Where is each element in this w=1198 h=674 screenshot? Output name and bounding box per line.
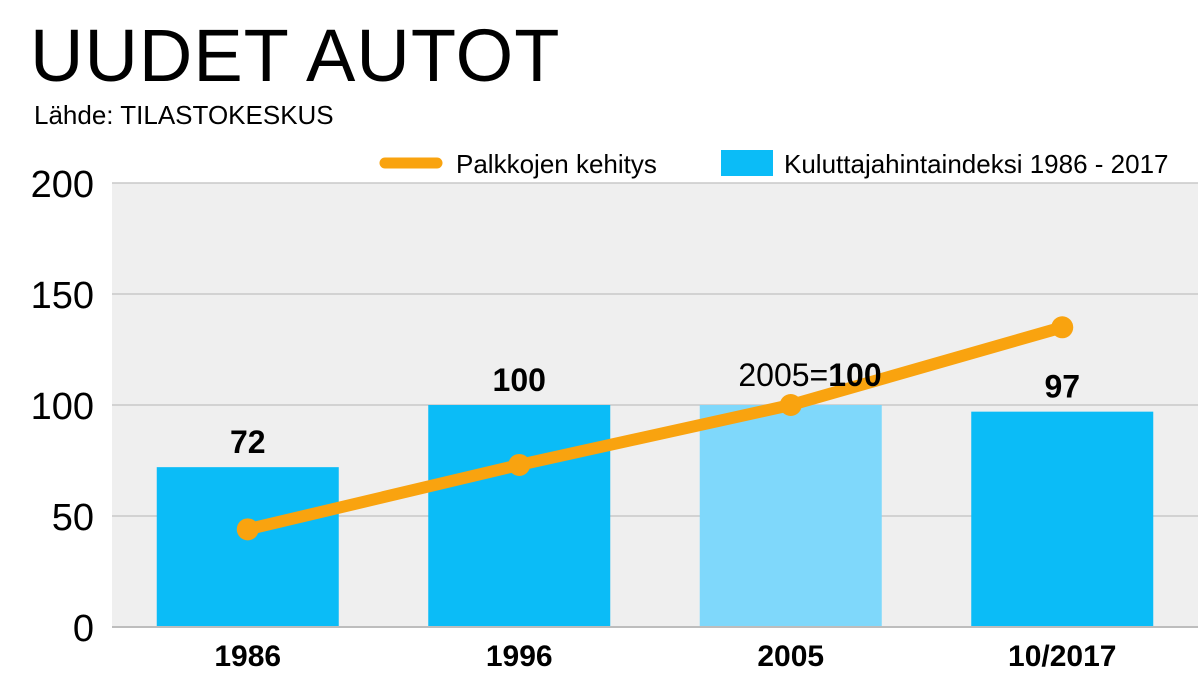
legend-label-line: Palkkojen kehitys	[456, 149, 657, 179]
bar-10-2017	[971, 411, 1154, 627]
x-tick-label: 2005	[757, 640, 824, 673]
line-point-2005	[779, 394, 802, 416]
annotation-prefix: 2005=	[738, 357, 828, 393]
x-tick-label: 1996	[486, 640, 553, 673]
bar-2005	[699, 405, 882, 627]
bar-value-label: 72	[230, 424, 266, 460]
y-axis-ticks: 0 50 100 150 200	[31, 164, 94, 650]
y-tick-label: 50	[52, 497, 94, 539]
legend: Palkkojen kehitys Kuluttajahintaindeksi …	[379, 149, 1169, 179]
x-tick-label: 1986	[214, 640, 281, 673]
bar-value-label: 100	[493, 362, 546, 398]
line-series	[236, 316, 1074, 541]
legend-bar-swatch	[721, 150, 773, 176]
bar-1986	[156, 467, 339, 627]
x-axis-labels: 1986 1996 2005 10/2017	[214, 640, 1116, 673]
annotation-value: 100	[828, 357, 881, 393]
y-tick-label: 200	[31, 164, 94, 206]
bar-value-label: 97	[1044, 369, 1080, 405]
chart-title: UUDET AUTOT	[30, 14, 561, 97]
x-tick-label: 10/2017	[1008, 640, 1116, 673]
bars	[156, 405, 1154, 627]
line-path	[241, 321, 1069, 536]
y-tick-label: 0	[73, 608, 94, 650]
line-point-1996	[508, 453, 531, 476]
y-tick-label: 100	[31, 386, 94, 428]
legend-label-bar: Kuluttajahintaindeksi 1986 - 2017	[784, 149, 1169, 179]
annotation-2005: 2005=100	[738, 357, 881, 393]
line-point-1986	[236, 518, 259, 541]
y-tick-label: 150	[31, 275, 94, 317]
value-labels: 72 100 97	[230, 362, 1080, 460]
chart-source: Lähde: TILASTOKESKUS	[34, 100, 334, 130]
line-point-10-2017	[1051, 316, 1074, 339]
bar-1996	[428, 405, 611, 627]
